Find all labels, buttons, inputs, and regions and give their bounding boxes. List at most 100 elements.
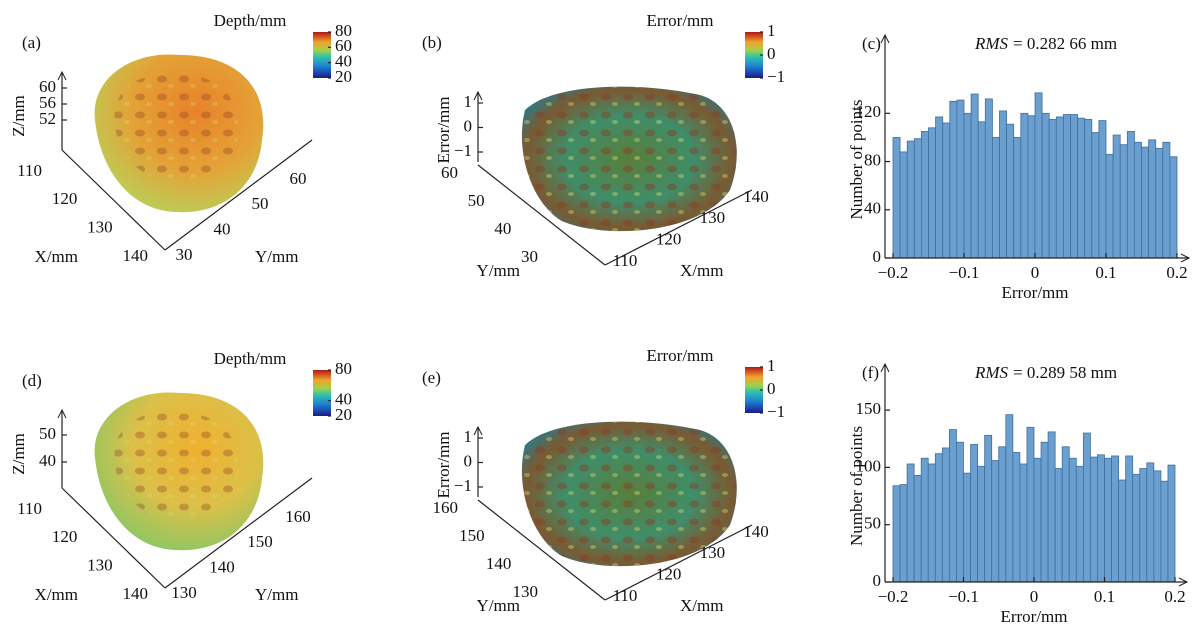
bar — [1041, 442, 1048, 582]
bar — [1013, 453, 1020, 582]
bar — [964, 473, 971, 582]
bar — [936, 117, 943, 258]
bar — [1071, 115, 1078, 258]
bar — [971, 94, 978, 258]
x-tick-label: −0.2 — [878, 263, 909, 282]
bar — [1056, 117, 1063, 258]
bar — [893, 137, 900, 258]
bar — [985, 99, 992, 258]
z-tick-label: −1 — [454, 141, 472, 160]
y-tick-label: 140 — [486, 554, 512, 573]
bar — [1078, 118, 1085, 258]
annotation: RMS= 0.282 66 mm — [974, 34, 1117, 53]
annotation-text: = 0.282 66 mm — [1013, 34, 1117, 53]
bar — [893, 486, 900, 582]
y-axis-label: Y/mm — [477, 596, 520, 615]
bar — [907, 464, 914, 582]
x-axis-label: Error/mm — [1001, 283, 1068, 302]
bar — [1140, 469, 1147, 582]
bar — [1133, 474, 1140, 582]
colorbar-tick-label: −1 — [767, 67, 785, 86]
x-tick-label: 140 — [123, 584, 149, 603]
bar — [1113, 135, 1120, 258]
bar — [957, 100, 964, 258]
bar — [1134, 142, 1141, 258]
bar — [950, 101, 957, 258]
bar — [935, 454, 942, 582]
bar — [1069, 458, 1076, 582]
bar — [1000, 111, 1007, 258]
bar — [1035, 93, 1042, 258]
bar — [949, 430, 956, 582]
colorbar-title: Depth/mm — [214, 349, 287, 368]
colorbar-tick-label: 0 — [767, 44, 776, 63]
surface-panel: (a)Z/mm525660110120130140X/mm30405060Y/m… — [9, 11, 352, 266]
bar — [1006, 415, 1013, 582]
figure: (a)Z/mm525660110120130140X/mm30405060Y/m… — [0, 0, 1194, 629]
bar — [1161, 481, 1168, 582]
z-tick-label: 1 — [464, 427, 473, 446]
y-tick-label: 40 — [494, 219, 511, 238]
colorbar-tick-label: 40 — [335, 390, 352, 409]
bar — [907, 141, 914, 258]
y-tick-label: 150 — [247, 532, 273, 551]
panel-label: (e) — [422, 368, 441, 387]
bar — [1154, 471, 1161, 582]
z-tick-label: 0 — [464, 451, 473, 470]
x-axis-label: Error/mm — [1000, 607, 1067, 626]
bar — [1014, 137, 1021, 258]
x-tick-label: 110 — [613, 251, 638, 270]
bar — [921, 131, 928, 258]
colorbar-tick-label: 80 — [335, 359, 352, 378]
y-tick-label: 50 — [252, 194, 269, 213]
x-tick-label: 0.1 — [1094, 587, 1115, 606]
x-tick-label: −0.2 — [878, 587, 909, 606]
y-tick-label: 50 — [864, 514, 881, 533]
bar — [978, 122, 985, 258]
panel-label: (f) — [862, 363, 879, 382]
bar — [1170, 157, 1177, 258]
bar — [985, 435, 992, 582]
colorbar — [313, 32, 331, 78]
y-axis-label: Y/mm — [255, 247, 298, 266]
bar — [971, 444, 978, 582]
bar — [1028, 116, 1035, 258]
y-tick-label: 30 — [521, 247, 538, 266]
bar — [1027, 427, 1034, 582]
x-tick-label: 0 — [1030, 587, 1039, 606]
y-tick-label: 30 — [176, 245, 193, 264]
x-tick-label: 120 — [52, 189, 78, 208]
z-tick-label: 50 — [39, 424, 56, 443]
bar — [1142, 147, 1149, 258]
z-tick-label: 1 — [464, 92, 473, 111]
x-tick-label: 110 — [613, 586, 638, 605]
bar — [1163, 142, 1170, 258]
y-tick-label: 150 — [856, 399, 882, 418]
bar — [1156, 148, 1163, 258]
bar — [900, 485, 907, 582]
panel-label: (a) — [22, 33, 41, 52]
bar — [992, 461, 999, 582]
z-tick-label: 40 — [39, 451, 56, 470]
x-tick-label: 110 — [17, 161, 42, 180]
annotation-italic: RMS — [974, 34, 1009, 53]
bar — [1055, 469, 1062, 582]
bar — [1007, 124, 1014, 258]
bar — [1083, 433, 1090, 582]
surface-panel: (b)Error/mm−10130405060Y/mm110120130140X… — [422, 11, 785, 280]
bar — [1126, 456, 1133, 582]
colorbar — [313, 370, 331, 416]
bar — [1105, 458, 1112, 582]
bar — [1085, 119, 1092, 258]
colorbar-title: Error/mm — [646, 346, 713, 365]
bar — [956, 442, 963, 582]
y-axis-label: Number of points — [847, 100, 866, 220]
z-tick-label: 60 — [39, 77, 56, 96]
annotation: RMS= 0.289 58 mm — [974, 363, 1117, 382]
x-axis-label: X/mm — [35, 247, 78, 266]
bar — [1127, 131, 1134, 258]
panels: (a)Z/mm525660110120130140X/mm30405060Y/m… — [9, 11, 1189, 626]
bar — [1097, 455, 1104, 582]
